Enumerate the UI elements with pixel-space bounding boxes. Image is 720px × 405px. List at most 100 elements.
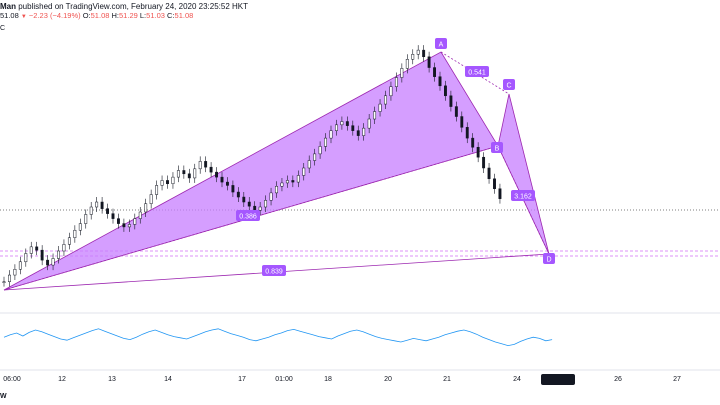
triangle-down-icon: ▼ [20, 14, 27, 20]
candle-body [149, 194, 153, 204]
candle [378, 99, 382, 117]
ratio-label-xb-text: 0.386 [239, 214, 257, 221]
oscillator-line [3, 328, 553, 347]
candle [269, 187, 273, 206]
candle [220, 172, 224, 188]
candle-body [482, 156, 486, 169]
candle [247, 197, 251, 212]
ratio-line-ac [440, 51, 510, 95]
candle [242, 192, 246, 207]
ohlc-high-value: 51.29 [119, 11, 138, 20]
ratio-label-ac: 0.541 [465, 66, 489, 77]
candle [302, 163, 306, 181]
candle [275, 181, 278, 198]
candle [57, 246, 60, 264]
candle-body [29, 246, 33, 254]
candle-body [471, 137, 475, 148]
candle [400, 63, 404, 83]
candle [100, 197, 104, 214]
candle-body [226, 181, 229, 186]
candle [8, 270, 11, 287]
candle-body [487, 167, 491, 180]
candle-body [13, 269, 17, 276]
candle [171, 172, 175, 189]
point-label-b: B [491, 142, 503, 153]
candle [258, 202, 262, 216]
candle [204, 156, 208, 173]
candle [24, 248, 28, 267]
candle [111, 208, 115, 224]
candle-body [302, 167, 306, 176]
candles [2, 45, 502, 287]
candle-body [40, 249, 44, 261]
candle-body [296, 175, 300, 183]
ratio-label-xb-bg [236, 210, 260, 221]
candle-body [100, 201, 104, 209]
candle [84, 209, 88, 229]
candle-body [373, 111, 377, 120]
candle-body [411, 54, 415, 60]
candle-body [24, 253, 28, 263]
point-label-c-text: C [506, 83, 511, 90]
x-tick-label: 21 [443, 376, 451, 383]
candle-body [493, 178, 496, 189]
candle [122, 218, 126, 232]
tradingview-logo: W [0, 393, 7, 400]
chart-header: Man published on TradingView.com, Februa… [0, 0, 720, 32]
candle-body [144, 203, 148, 213]
candle-body [400, 68, 404, 78]
candle-body [89, 206, 93, 215]
candle-body [285, 180, 289, 184]
candle-body [35, 246, 39, 251]
candle-body [405, 59, 409, 69]
candle-body [362, 127, 366, 136]
pattern-labels: A B C D 0.541 0.386 3.162 0.839 [236, 38, 555, 276]
price-change: −2.23 (−4.19%) [28, 11, 81, 20]
candle [62, 239, 66, 256]
candle-body [127, 224, 131, 228]
candle [438, 71, 442, 91]
cypher-pattern[interactable] [3, 51, 550, 291]
candle-body [51, 258, 55, 266]
candle [127, 219, 131, 232]
candle [318, 141, 322, 159]
ratio-label-ac-bg [465, 66, 489, 77]
point-label-d: D [543, 253, 555, 264]
ohlc-open-value: 51.08 [90, 11, 110, 20]
ratio-label-bd-bg [511, 190, 535, 201]
candle-body [182, 170, 186, 175]
candle-body [67, 237, 71, 245]
published-text: published on TradingView.com, February 2… [18, 2, 249, 11]
ratio-label-bd: 3.162 [511, 190, 535, 201]
candle [226, 177, 229, 191]
candle [18, 256, 22, 275]
candle [329, 125, 333, 144]
candle-body [78, 223, 82, 231]
candle [416, 45, 420, 60]
ratio-label-xd: 0.839 [262, 265, 286, 276]
candle [117, 213, 120, 229]
point-label-a: A [435, 38, 447, 49]
x-tick-label: 12 [58, 376, 66, 383]
candle [215, 167, 219, 183]
candle [166, 175, 169, 189]
candle-body [204, 161, 208, 168]
candle [29, 241, 33, 259]
candle [384, 90, 387, 110]
candle-body [242, 196, 246, 203]
candle-body [280, 182, 284, 187]
candle [482, 152, 486, 173]
publish-info: Man published on TradingView.com, Februa… [0, 2, 248, 11]
candle [67, 232, 71, 250]
candle [449, 90, 453, 112]
oscillator-pane [3, 328, 553, 347]
candle-body [8, 274, 11, 282]
candle-body [345, 121, 349, 126]
symbol-tag: C [0, 25, 6, 32]
ratio-label-bd-text: 3.162 [514, 194, 532, 201]
candle [433, 62, 437, 82]
candle [138, 207, 142, 224]
candle [149, 189, 153, 209]
